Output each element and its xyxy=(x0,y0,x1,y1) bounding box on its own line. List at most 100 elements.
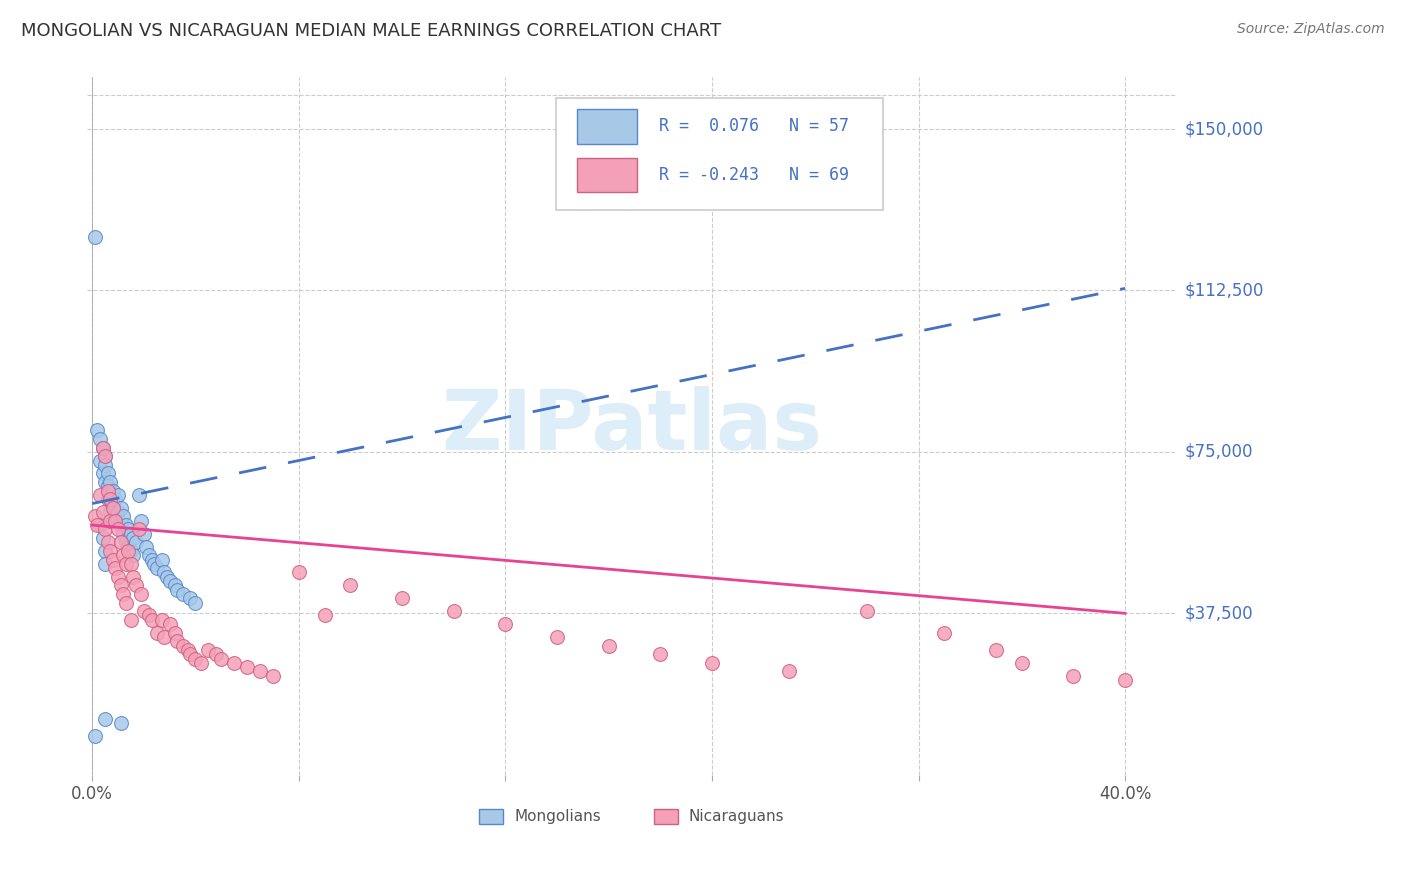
Point xyxy=(114,557,136,571)
Point xyxy=(287,566,309,580)
Point xyxy=(934,625,956,640)
Point xyxy=(598,639,620,653)
Point xyxy=(132,604,155,618)
Point xyxy=(494,617,516,632)
Point xyxy=(91,441,114,455)
Point xyxy=(101,500,124,515)
Point xyxy=(141,613,163,627)
Point xyxy=(86,423,108,437)
Bar xyxy=(654,809,678,824)
Point xyxy=(1011,656,1033,670)
Point xyxy=(94,522,117,536)
Point xyxy=(1114,673,1136,687)
Point xyxy=(172,587,194,601)
Point xyxy=(184,651,207,665)
Text: R = -0.243   N = 69: R = -0.243 N = 69 xyxy=(659,166,849,184)
Point xyxy=(94,557,117,571)
Point xyxy=(700,656,723,670)
Point xyxy=(97,467,120,481)
Point xyxy=(179,591,201,606)
Text: MONGOLIAN VS NICARAGUAN MEDIAN MALE EARNINGS CORRELATION CHART: MONGOLIAN VS NICARAGUAN MEDIAN MALE EARN… xyxy=(21,22,721,40)
Point xyxy=(94,475,117,489)
Point xyxy=(107,488,129,502)
Text: $150,000: $150,000 xyxy=(1185,120,1264,138)
Point xyxy=(94,712,117,726)
Point xyxy=(117,544,139,558)
Bar xyxy=(578,109,637,144)
Bar xyxy=(479,809,503,824)
Point xyxy=(91,441,114,455)
Point xyxy=(145,625,167,640)
Point xyxy=(145,561,167,575)
Point xyxy=(110,518,132,533)
Point xyxy=(112,509,135,524)
Point xyxy=(262,669,284,683)
Point xyxy=(856,604,879,618)
Point xyxy=(135,540,157,554)
Point xyxy=(546,630,568,644)
Point xyxy=(120,526,142,541)
Point xyxy=(138,548,160,562)
Point xyxy=(125,578,148,592)
Point xyxy=(83,509,105,524)
Point xyxy=(122,548,145,562)
Point xyxy=(166,582,188,597)
Point xyxy=(163,578,186,592)
Point xyxy=(778,665,800,679)
Point xyxy=(122,570,145,584)
Text: Source: ZipAtlas.com: Source: ZipAtlas.com xyxy=(1237,22,1385,37)
Point xyxy=(101,483,124,498)
Point xyxy=(132,526,155,541)
Point xyxy=(110,578,132,592)
Point xyxy=(150,613,173,627)
Point xyxy=(117,522,139,536)
Point xyxy=(110,500,132,515)
Point xyxy=(94,449,117,463)
Point xyxy=(114,596,136,610)
Point xyxy=(128,522,150,536)
Point xyxy=(91,505,114,519)
Point xyxy=(97,479,120,493)
Point xyxy=(117,540,139,554)
Point xyxy=(179,647,201,661)
Point xyxy=(159,574,181,588)
Point xyxy=(110,716,132,731)
Point xyxy=(89,432,111,446)
Point xyxy=(391,591,413,606)
Point xyxy=(153,566,176,580)
Point xyxy=(89,518,111,533)
Point xyxy=(91,467,114,481)
Point xyxy=(129,587,152,601)
Point xyxy=(94,449,117,463)
Point xyxy=(104,509,127,524)
Point xyxy=(89,488,111,502)
Point xyxy=(339,578,361,592)
Point xyxy=(104,492,127,507)
Point xyxy=(172,639,194,653)
Point xyxy=(143,557,166,571)
Point xyxy=(104,561,127,575)
Text: $112,500: $112,500 xyxy=(1185,282,1264,300)
Point xyxy=(114,518,136,533)
Point xyxy=(86,518,108,533)
Point xyxy=(91,531,114,545)
Text: ZIPatlas: ZIPatlas xyxy=(441,385,823,467)
Point xyxy=(101,552,124,566)
Point xyxy=(107,570,129,584)
Point xyxy=(101,514,124,528)
Point xyxy=(166,634,188,648)
Point xyxy=(98,514,121,528)
Point xyxy=(98,492,121,507)
Point xyxy=(138,608,160,623)
Point xyxy=(98,475,121,489)
Point xyxy=(107,522,129,536)
Point xyxy=(197,643,219,657)
Point xyxy=(120,544,142,558)
Point xyxy=(94,458,117,472)
Point xyxy=(98,544,121,558)
Point xyxy=(129,514,152,528)
Point xyxy=(110,535,132,549)
Point xyxy=(128,488,150,502)
Point xyxy=(236,660,259,674)
Point xyxy=(98,505,121,519)
